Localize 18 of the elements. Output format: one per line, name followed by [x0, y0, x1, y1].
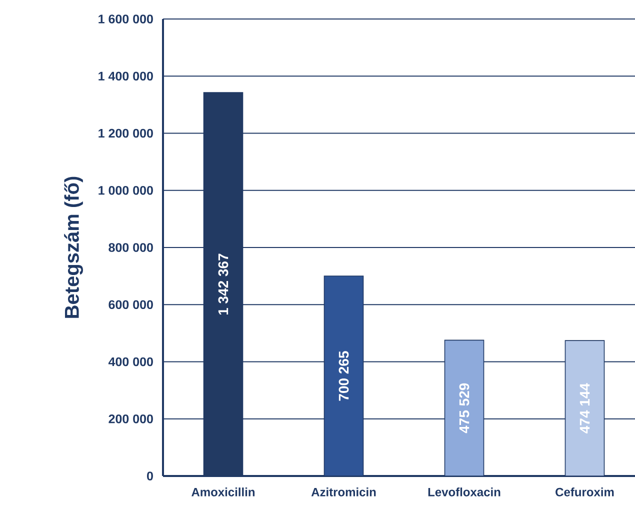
y-tick-label: 0: [147, 472, 153, 480]
x-tick-label: Amoxicillin: [192, 488, 255, 496]
y-tick-label: 1 600 000: [98, 14, 153, 24]
y-tick-label: 1 400 000: [98, 72, 153, 81]
x-tick-label: Azitromicin: [311, 488, 376, 496]
data-label: 474 144: [580, 383, 590, 434]
y-tick-label: 600 000: [108, 300, 153, 310]
x-tick-label: Levofloxacin: [428, 488, 500, 496]
data-label: 1 342 367: [218, 254, 228, 315]
y-tick-label: 800 000: [108, 243, 153, 252]
data-label: 700 265: [338, 351, 349, 401]
y-tick-label: 200 000: [108, 414, 153, 424]
y-tick-label: 1 000 000: [98, 186, 153, 195]
y-tick-label: 1 200 000: [98, 128, 153, 138]
data-label: 475 529: [459, 383, 470, 434]
x-tick-label: Cefuroxim: [556, 488, 614, 496]
y-axis-title: Betegszám (fő): [64, 176, 83, 318]
y-tick-label: 400 000: [108, 357, 153, 366]
